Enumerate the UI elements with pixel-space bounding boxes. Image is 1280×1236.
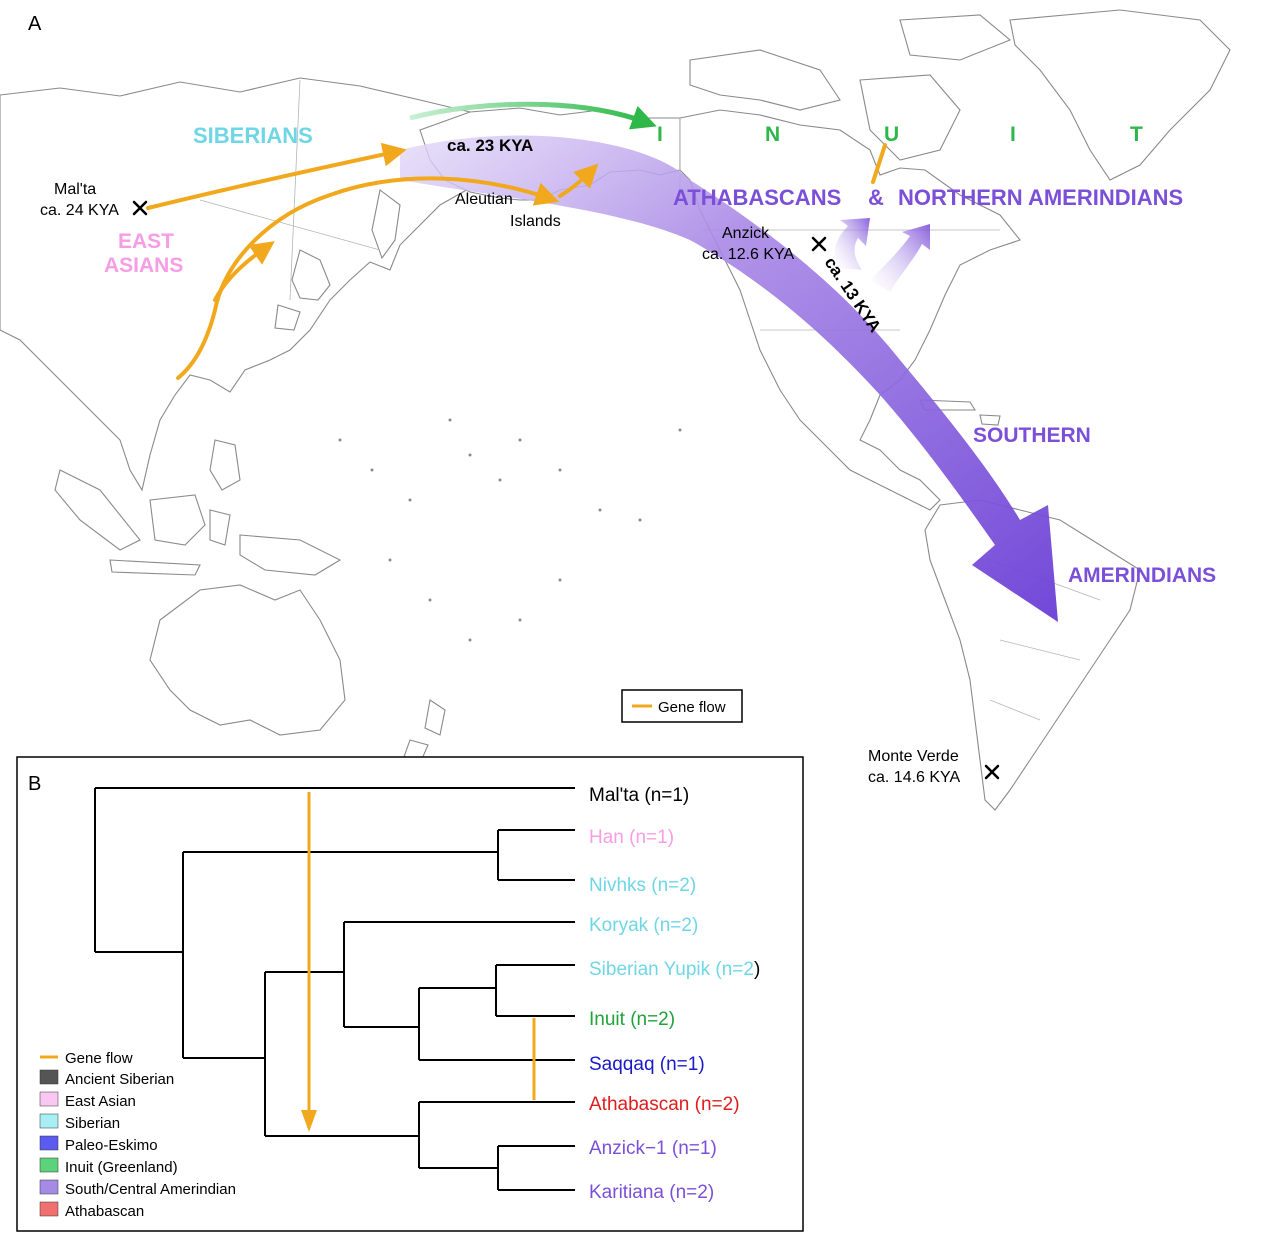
gene-flow-eastasia-branch [213, 241, 275, 302]
landmass-japan [291, 249, 331, 301]
label-malta-date: ca. 24 KYA [40, 202, 119, 219]
leaf-athabascan: Athabascan (n=2) [589, 1094, 740, 1115]
landmass-arctic-islands [689, 49, 841, 111]
label-date-beringia: ca. 23 KYA [447, 136, 533, 155]
label-monte-verde-name: Monte Verde [868, 748, 959, 765]
landmass-hispaniola [979, 414, 1001, 426]
landmass-borneo [149, 494, 206, 546]
tree-legend-paleo-eskimo: Paleo-Eskimo [65, 1137, 158, 1154]
tree-legend-gene-flow: Gene flow [65, 1050, 133, 1067]
inuit-letter-3: U [884, 123, 899, 146]
panel-b-letter: B [28, 773, 41, 795]
inuit-letter-5: T [1130, 123, 1143, 146]
label-athabascans: ATHABASCANS [673, 185, 841, 210]
monte-verde-marker [984, 764, 1000, 780]
label-monte-verde-date: ca. 14.6 KYA [868, 769, 961, 786]
inuit-letter-4: I [1010, 123, 1016, 146]
inuit-letters: I N U I T [657, 123, 1143, 146]
tree-legend-siberian: Siberian [65, 1115, 120, 1132]
leaf-inuit: Inuit (n=2) [589, 1009, 675, 1030]
gene-flow-eastasia-aleutian [176, 176, 560, 380]
landmass-kamchatka [371, 189, 401, 260]
northern-branch-arrows [834, 218, 930, 292]
leaf-saqqaq: Saqqaq (n=1) [589, 1054, 705, 1075]
landmass-ellesmere [899, 14, 1012, 61]
panel-a-letter: A [28, 13, 42, 35]
gene-flow-aleutian-alaska [558, 163, 599, 198]
leaf-han: Han (n=1) [589, 827, 674, 848]
leaf-karitiana: Karitiana (n=2) [589, 1182, 714, 1203]
site-markers [132, 200, 1000, 780]
leaf-koryak: Koryak (n=2) [589, 915, 698, 936]
tree-legend-athabascan: Athabascan [65, 1203, 144, 1220]
inuit-migration-arrow [409, 101, 657, 130]
leaf-anzick: Anzick−1 (n=1) [589, 1138, 717, 1159]
inuit-letter-1: I [657, 123, 663, 146]
gene-flow-arrows [146, 142, 887, 380]
leaf-malta: Mal'ta (n=1) [589, 785, 689, 806]
leaf-siberian-yupik: Siberian Yupik (n=2) [589, 959, 760, 980]
map-legend-gene-flow: Gene flow [658, 699, 726, 716]
label-southern: SOUTHERN [973, 424, 1091, 447]
amerindian-migration-arrow [400, 135, 1058, 623]
landmass-south-america [924, 499, 1141, 811]
landmass-indonesia [54, 469, 141, 551]
pacific-islands [338, 418, 682, 642]
label-islands: Islands [510, 213, 561, 230]
tree-legend: Gene flow Ancient Siberian East Asian Si… [39, 1050, 236, 1220]
tree-gene-flow [301, 792, 536, 1132]
label-northern-amerindians: NORTHERN AMERINDIANS [898, 185, 1183, 210]
label-anzick-name: Anzick [722, 225, 770, 242]
tree-leaves: Mal'ta (n=1) Han (n=1) Nivhks (n=2) Kory… [589, 785, 760, 1203]
anzick-marker [811, 236, 827, 252]
landmass-java [109, 559, 201, 576]
landmass-japan-south [274, 304, 301, 331]
landmass-new-guinea [239, 534, 342, 576]
malta-marker [132, 200, 148, 216]
map-legend: Gene flow [621, 689, 743, 723]
gene-flow-malta-beringia [146, 142, 407, 210]
inuit-letter-2: N [765, 123, 780, 146]
tree-legend-ancient-siberian: Ancient Siberian [65, 1071, 174, 1088]
landmass-baffin [859, 74, 961, 161]
label-east: EAST [118, 230, 174, 253]
label-malta-name: Mal'ta [54, 181, 96, 198]
label-siberians: SIBERIANS [193, 123, 313, 148]
label-amerindians: AMERINDIANS [1068, 564, 1216, 587]
tree-legend-south-central-amerindian: South/Central Amerindian [65, 1181, 236, 1198]
leaf-nivhks: Nivhks (n=2) [589, 875, 696, 896]
tree-legend-east-asian: East Asian [65, 1093, 136, 1110]
gene-flow-inuit-athabascan [871, 143, 887, 184]
landmass-greenland [1009, 9, 1231, 181]
phylogenetic-tree [94, 787, 575, 1191]
label-anzick-date: ca. 12.6 KYA [702, 246, 795, 263]
world-map [0, 9, 1231, 811]
label-asians: ASIANS [104, 254, 183, 277]
landmass-sulawesi [209, 509, 231, 546]
label-ampersand: & [868, 185, 884, 210]
tree-legend-inuit: Inuit (Greenland) [65, 1159, 178, 1176]
panel-b-frame [16, 756, 804, 1232]
landmass-australia [149, 584, 346, 736]
landmass-new-zealand [424, 699, 446, 736]
label-aleutian: Aleutian [455, 191, 513, 208]
landmass-philippines [209, 439, 241, 491]
